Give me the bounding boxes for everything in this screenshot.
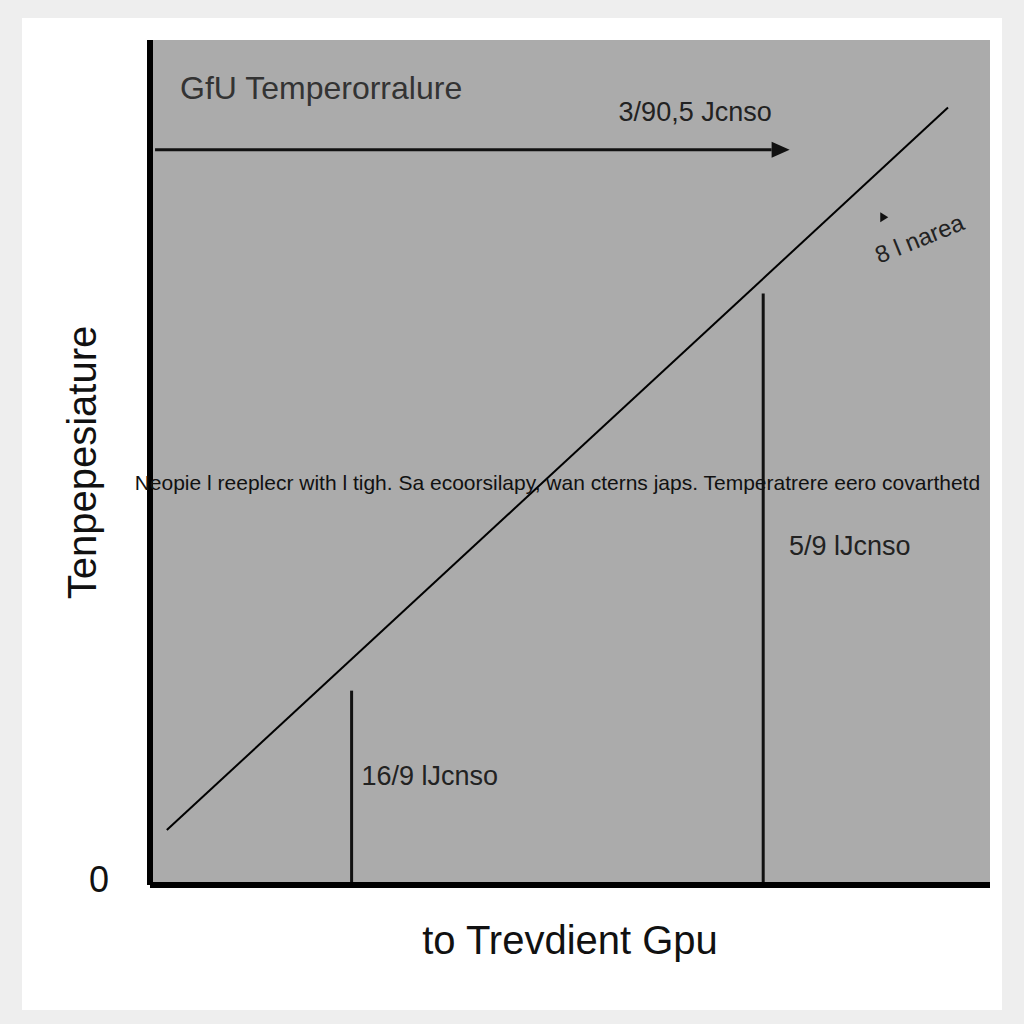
svg-text:16/9 lJcnso: 16/9 lJcnso: [361, 761, 498, 791]
svg-text:to Trevdient Gpu: to Trevdient Gpu: [422, 918, 718, 962]
svg-text:5/9 lJcnso: 5/9 lJcnso: [789, 531, 911, 561]
svg-text:3/90,5 Jcnso: 3/90,5 Jcnso: [619, 97, 772, 127]
svg-text:0: 0: [89, 859, 109, 900]
html-text:GfU Temperorralure: GfU Temperorralure: [180, 70, 463, 106]
svg-text:Tenpepesiature: Tenpepesiature: [60, 326, 104, 600]
svg-text:8 l narea: 8 l narea: [871, 208, 968, 268]
svg-text:Neopie l reeplecr with l tigh.: Neopie l reeplecr with l tigh. Sa ecoors…: [135, 471, 980, 494]
